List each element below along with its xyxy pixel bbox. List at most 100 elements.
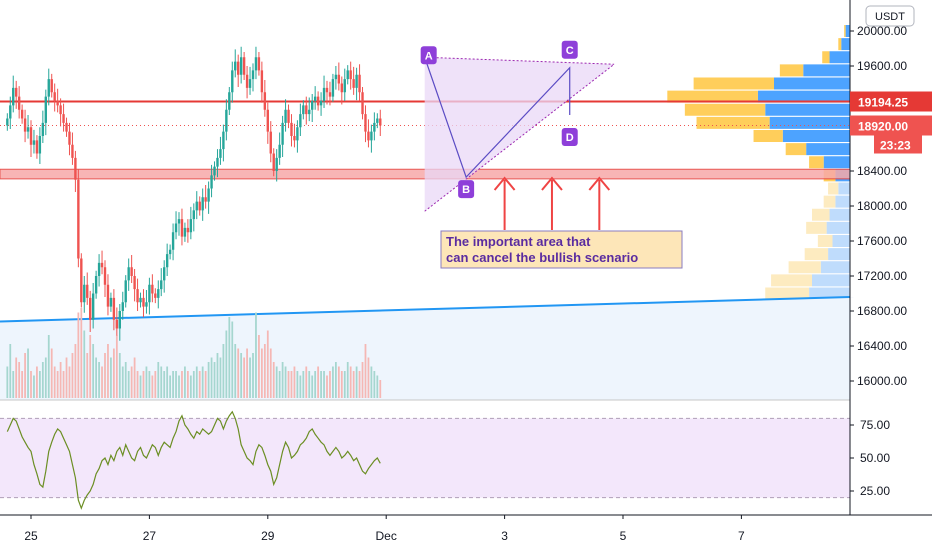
volume-bar	[204, 371, 207, 398]
price-tick-label: 19600.00	[857, 59, 907, 73]
candle-body	[139, 297, 142, 303]
volume-bar	[272, 362, 275, 398]
rsi-tick-label: 75.00	[860, 418, 890, 432]
profile-sell-bar	[809, 156, 824, 169]
candle-body	[308, 109, 311, 115]
volume-bar	[95, 357, 98, 398]
volume-bar	[213, 362, 216, 398]
profile-sell-bar	[823, 195, 836, 208]
candle-body	[343, 79, 346, 93]
candle-body	[12, 87, 15, 106]
candle-body	[313, 96, 317, 101]
volume-bar	[225, 330, 228, 398]
candle-body	[20, 109, 24, 119]
candle-body	[201, 197, 204, 211]
profile-sell-bar	[785, 143, 807, 156]
volume-bar	[154, 371, 157, 398]
volume-bar	[290, 371, 293, 398]
candle-body	[50, 79, 53, 93]
arrow-head	[493, 176, 516, 191]
volume-bar	[44, 357, 47, 398]
candle-body	[225, 109, 228, 132]
volume-bar	[157, 362, 160, 398]
volume-bar	[299, 375, 302, 398]
volume-bar	[329, 371, 331, 398]
volume-bar	[68, 366, 71, 398]
volume-bar	[293, 366, 296, 398]
candle-body	[142, 297, 145, 307]
volume-bar	[142, 371, 145, 398]
candle-body	[352, 79, 355, 88]
volume-bar	[340, 371, 343, 398]
trendline-group	[0, 296, 854, 400]
volume-bar	[246, 348, 248, 398]
volume-bar	[311, 375, 314, 398]
candle-body	[133, 276, 136, 290]
candle-body	[266, 109, 269, 132]
volume-bar	[263, 344, 266, 398]
countdown-label: 23:23	[880, 139, 911, 153]
candle-body	[65, 122, 68, 132]
candle-body	[165, 254, 169, 268]
volume-bar	[92, 344, 95, 398]
candle-body	[71, 144, 74, 158]
candle-body	[213, 166, 216, 176]
candle-body	[32, 140, 36, 145]
volume-bar	[47, 335, 50, 398]
volume-bar	[12, 371, 15, 398]
profile-buy-bar	[820, 261, 850, 274]
volume-bar	[287, 371, 290, 398]
profile-buy-bar	[765, 103, 850, 116]
volume-bar	[258, 335, 260, 398]
harmonic-pattern: A B C D	[420, 40, 615, 212]
candle-body	[124, 280, 127, 303]
currency-label: USDT	[875, 11, 905, 23]
candle-body	[94, 276, 98, 294]
candle-body	[112, 297, 116, 320]
candle-body	[29, 127, 33, 145]
candle-body	[118, 311, 121, 329]
volume-bar	[358, 371, 361, 398]
resistance-price-label: 19194.25	[858, 96, 908, 110]
candle-body	[322, 87, 326, 101]
volume-bar	[343, 371, 346, 398]
volume-bar	[98, 362, 100, 398]
candle-body	[97, 262, 101, 276]
volume-bar	[326, 375, 328, 398]
volume-bar	[38, 371, 41, 398]
volume-bar	[192, 371, 195, 398]
volume-bar	[151, 375, 154, 398]
candle-body	[373, 122, 376, 132]
volume-bar	[228, 317, 231, 398]
candle-body	[299, 114, 302, 128]
candle-body	[59, 105, 62, 115]
profile-sell-bar	[804, 248, 829, 261]
candle-body	[361, 92, 364, 115]
volume-bar	[74, 344, 77, 398]
candle-body	[234, 61, 237, 71]
profile-sell-bar	[844, 25, 846, 37]
volume-bar	[240, 353, 243, 398]
profile-buy-bar	[769, 116, 850, 129]
volume-bar	[172, 371, 174, 398]
candle-body	[174, 223, 178, 233]
volume-bar	[266, 330, 269, 398]
candle-body	[325, 87, 329, 93]
volume-bar	[281, 362, 284, 398]
profile-buy-bar	[757, 90, 850, 103]
volume-bar	[77, 312, 80, 398]
profile-buy-bar	[812, 274, 850, 287]
arrow-head	[541, 176, 563, 191]
volume-bar	[163, 371, 166, 398]
candle-body	[77, 179, 80, 259]
volume-bar	[376, 375, 379, 398]
pattern-badge-b	[458, 180, 475, 199]
rsi-panel	[0, 399, 850, 510]
volume-bar	[112, 348, 115, 398]
profile-sell-bar	[828, 182, 839, 195]
volume-bar	[317, 366, 320, 398]
time-tick-label: 27	[143, 529, 157, 543]
volume-bar	[346, 362, 349, 398]
